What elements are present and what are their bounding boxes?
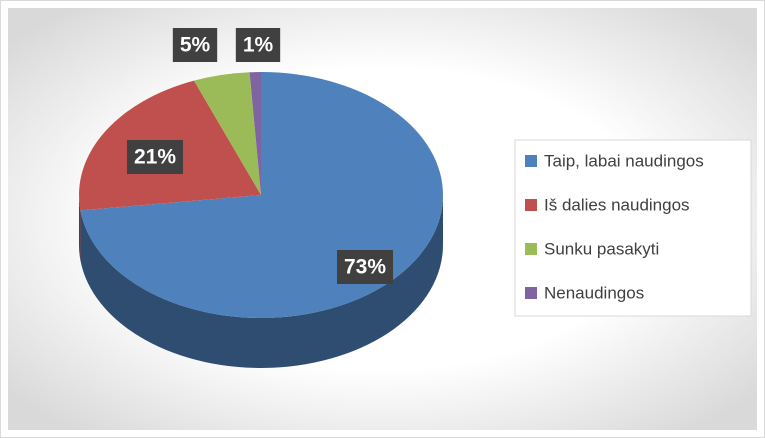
legend-swatch bbox=[525, 155, 537, 167]
data-label: 5% bbox=[180, 34, 211, 57]
data-label: 1% bbox=[243, 34, 274, 57]
legend-label: Nenaudingos bbox=[544, 283, 644, 302]
data-label-box bbox=[126, 140, 184, 174]
pie-slice bbox=[194, 72, 261, 195]
legend-swatch bbox=[525, 243, 537, 255]
data-label-box bbox=[172, 28, 218, 62]
data-label: 73% bbox=[344, 256, 386, 279]
data-label-box bbox=[336, 250, 394, 284]
legend-label: Taip, labai naudingos bbox=[544, 151, 704, 170]
pie-side bbox=[80, 195, 444, 369]
legend-swatch bbox=[525, 287, 537, 299]
data-label-box bbox=[235, 28, 281, 62]
data-label: 21% bbox=[134, 146, 176, 169]
pie-slice bbox=[249, 72, 261, 195]
legend-swatch bbox=[525, 199, 537, 211]
legend-label: Iš dalies naudingos bbox=[544, 195, 690, 214]
legend-label: Sunku pasakyti bbox=[544, 239, 659, 258]
pie-side bbox=[79, 195, 81, 261]
legend bbox=[514, 139, 752, 317]
